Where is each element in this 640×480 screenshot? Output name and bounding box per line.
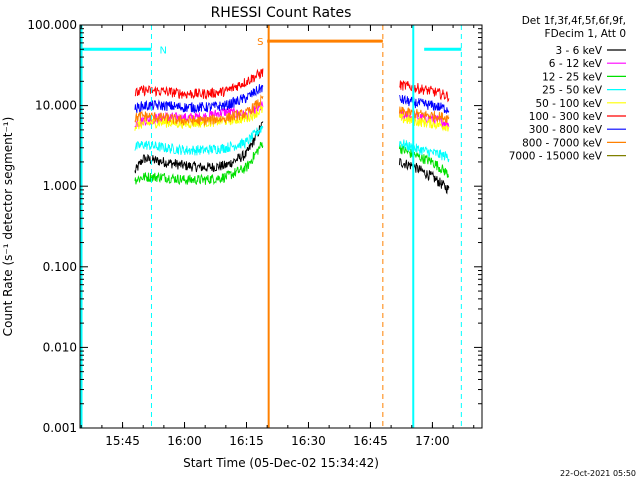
- series-line-2-segment-1: [398, 143, 450, 178]
- legend: Det 1f,3f,4f,5f,6f,9f,FDecim 1, Att 0 3 -…: [509, 15, 626, 163]
- series-line-5-segment-1: [399, 80, 450, 103]
- plot-frame: [79, 24, 483, 429]
- x-tick-label-0: 15:45: [105, 434, 140, 448]
- series-line-7-segment-0: [134, 94, 264, 126]
- legend-header-0: Det 1f,3f,4f,5f,6f,9f,: [522, 15, 626, 27]
- annotation-layer: NS: [80, 25, 462, 428]
- series-line-0-segment-1: [398, 157, 450, 195]
- legend-label-8: 7000 - 15000 keV: [509, 151, 603, 163]
- legend-header-1: FDecim 1, Att 0: [545, 28, 626, 40]
- y-axis-ticks: 0.001 0.010 0.100 1.000 10.000 100.000: [27, 18, 482, 435]
- legend-label-0: 3 - 6 keV: [555, 45, 602, 57]
- series-line-7-segment-1: [398, 106, 450, 124]
- series-layer: [134, 68, 450, 195]
- x-axis-label: Start Time (05-Dec-02 15:34:42): [183, 456, 379, 470]
- series-line-2-segment-0: [134, 141, 264, 186]
- chart-title: RHESSI Count Rates: [211, 5, 352, 21]
- y-tick-label-3: 1.000: [43, 179, 77, 193]
- y-tick-label-0: 0.001: [43, 421, 77, 435]
- series-line-4-segment-0: [134, 105, 264, 131]
- y-tick-label-5: 100.000: [27, 18, 77, 32]
- x-tick-label-4: 16:45: [353, 434, 388, 448]
- annotation-label-0: N: [159, 45, 166, 56]
- legend-label-4: 50 - 100 keV: [535, 98, 602, 110]
- legend-label-3: 25 - 50 keV: [542, 85, 603, 97]
- series-line-0-segment-0: [134, 121, 264, 174]
- y-axis-label: Count Rate (s⁻¹ detector segment⁻¹): [1, 117, 15, 337]
- y-tick-label-1: 0.010: [43, 340, 77, 354]
- legend-label-2: 12 - 25 keV: [542, 71, 603, 83]
- legend-label-1: 6 - 12 keV: [549, 58, 603, 70]
- series-line-3-segment-1: [398, 139, 450, 163]
- x-axis-ticks: 15:45 16:00 16:15 16:30 16:45 17:00: [80, 25, 475, 448]
- x-tick-label-3: 16:30: [291, 434, 326, 448]
- series-line-6-segment-0: [134, 84, 264, 114]
- annotation-label-1: S: [257, 37, 263, 48]
- y-tick-label-4: 10.000: [35, 99, 77, 113]
- timestamp-label: 22-Oct-2021 05:50: [560, 469, 636, 478]
- series-line-3-segment-0: [134, 125, 264, 156]
- series-line-5-segment-0: [134, 68, 264, 100]
- series-line-4-segment-1: [398, 113, 450, 132]
- x-tick-label-5: 17:00: [415, 434, 450, 448]
- series-line-6-segment-1: [399, 94, 450, 115]
- legend-label-5: 100 - 300 keV: [529, 111, 603, 123]
- y-tick-label-2: 0.100: [43, 260, 77, 274]
- legend-label-6: 300 - 800 keV: [529, 124, 603, 136]
- legend-label-7: 800 - 7000 keV: [522, 137, 603, 149]
- x-tick-label-1: 16:00: [167, 434, 202, 448]
- x-tick-label-2: 16:15: [229, 434, 264, 448]
